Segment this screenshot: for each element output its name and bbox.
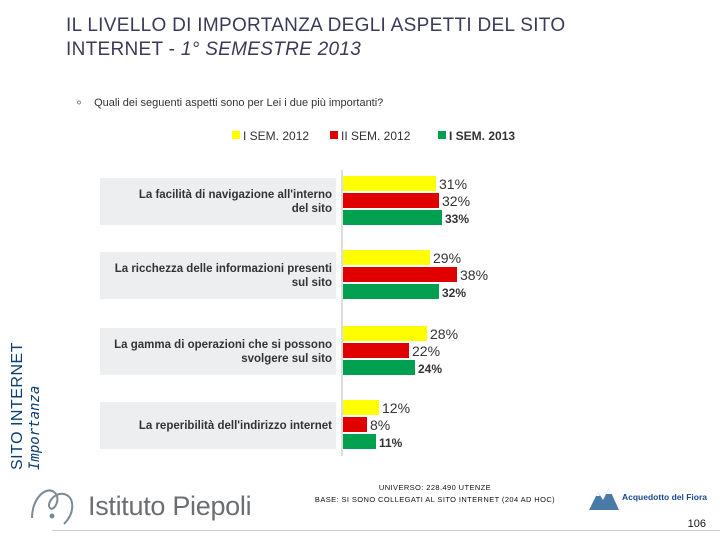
category-label-bg: [100, 252, 336, 299]
data-label: 12%: [382, 400, 410, 416]
bar: [343, 360, 415, 375]
slide-title: IL LIVELLO DI IMPORTANZA DEGLI ASPETTI D…: [66, 14, 686, 62]
legend-label: I SEM. 2013: [449, 129, 515, 143]
category-label: La ricchezza delle informazioni presenti…: [115, 263, 332, 289]
bar: [343, 267, 457, 282]
bar: [343, 250, 430, 265]
mountain-icon: [589, 488, 619, 510]
data-label: 38%: [460, 267, 488, 283]
category-label-bg: [100, 178, 336, 225]
data-label: 29%: [433, 250, 461, 266]
data-label: 28%: [430, 326, 458, 342]
bar: [343, 284, 439, 299]
category-label: La reperibilità dell'indirizzo internet: [139, 420, 332, 432]
data-label: 11%: [379, 436, 403, 450]
title-line-2: INTERNET - 1° SEMESTRE 2013: [66, 38, 686, 62]
category-label-bg: [100, 402, 336, 449]
data-label: 32%: [442, 286, 466, 300]
data-label: 32%: [442, 193, 470, 209]
footer-divider: [52, 530, 720, 531]
bar: [343, 193, 439, 208]
page-number: 106: [687, 518, 706, 530]
title-line-1: IL LIVELLO DI IMPORTANZA DEGLI ASPETTI D…: [66, 15, 566, 36]
question: ⚬ Quali dei seguenti aspetti sono per Le…: [74, 96, 383, 110]
data-label: 22%: [412, 343, 440, 359]
legend-label: I SEM. 2012: [243, 129, 309, 143]
bar: [343, 326, 427, 341]
legend-swatch: [330, 131, 338, 139]
bar: [343, 176, 436, 191]
bar: [343, 210, 442, 225]
category-label: La facilità di navigazione all'interno de…: [139, 189, 332, 215]
ring-icon: ⚬: [74, 96, 85, 110]
legend-swatch: [438, 131, 446, 139]
question-text: Quali dei seguenti aspetti sono per Lei …: [94, 97, 384, 109]
title-line-2-prefix: INTERNET -: [66, 39, 181, 60]
category-label: La gamma di operazioni che si possono svo…: [114, 339, 332, 365]
client-logo: Acquedotto del Fiora: [588, 482, 707, 512]
istituto-piepoli-logo: Istituto Piepoli: [24, 478, 252, 534]
data-label: 8%: [370, 417, 390, 433]
logo-text: Istituto Piepoli: [88, 490, 252, 521]
data-label: 31%: [439, 176, 467, 192]
category-label-bg: [100, 328, 336, 375]
data-label: 33%: [445, 212, 469, 226]
bar: [343, 434, 376, 449]
data-label: 24%: [418, 362, 442, 376]
bar: [343, 400, 379, 415]
legend-swatch: [232, 131, 240, 139]
bar: [343, 417, 367, 432]
sample-note: UNIVERSO: 228.490 UTENZE BASE: SI SONO C…: [270, 482, 600, 506]
title-line-2-period: 1° SEMESTRE 2013: [180, 39, 362, 60]
bar: [343, 343, 409, 358]
base-line: BASE: SI SONO COLLEGATI AL SITO INTERNET…: [314, 495, 556, 504]
piepoli-emblem-icon: [31, 489, 74, 525]
universe-line: UNIVERSO: 228.490 UTENZE: [378, 483, 492, 492]
client-logo-text: Acquedotto del Fiora: [622, 492, 707, 502]
legend-label: II SEM. 2012: [341, 129, 411, 143]
